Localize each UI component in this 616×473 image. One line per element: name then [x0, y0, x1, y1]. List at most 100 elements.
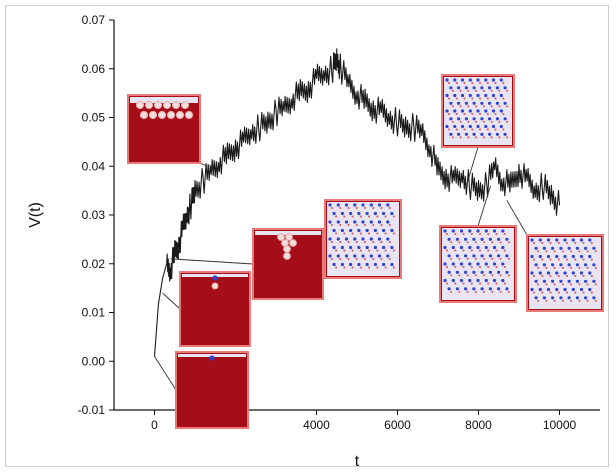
inset-particle	[565, 291, 569, 294]
inset-particle	[457, 117, 461, 121]
inset-particle	[551, 263, 555, 267]
inset-particle	[445, 265, 449, 269]
inset-particle	[451, 136, 454, 139]
inset-particle	[491, 274, 494, 277]
inset-particle	[555, 254, 559, 259]
inset-particle	[454, 232, 457, 236]
inset-particle	[343, 215, 346, 218]
inset-particle	[453, 109, 457, 113]
inset-particle	[472, 101, 476, 105]
inset-particle	[491, 78, 496, 82]
inset-particle	[590, 258, 593, 261]
inset-particle	[347, 223, 350, 227]
inset-particle	[328, 203, 332, 207]
inset-particle	[445, 282, 449, 285]
inset-particle	[470, 249, 473, 252]
inset-particle	[507, 290, 510, 293]
connector-line	[154, 356, 177, 391]
inset-particle	[491, 290, 494, 293]
inset-particle	[482, 136, 485, 139]
inset-particle	[480, 132, 484, 136]
inset-particle	[486, 128, 489, 131]
inset-particle	[499, 290, 502, 293]
inset-particle	[480, 101, 484, 105]
inset-particle	[474, 241, 477, 244]
inset-particle	[384, 232, 387, 235]
inset-particle	[537, 283, 540, 286]
inset-particle	[497, 270, 501, 274]
inset-particle	[541, 258, 544, 261]
inset-particle	[586, 299, 589, 302]
inset-particle	[484, 278, 488, 283]
inset-particle	[594, 283, 598, 286]
snapshot-insets	[127, 74, 604, 429]
inset-particle	[447, 112, 451, 116]
inset-particle	[484, 229, 488, 233]
inset-particle	[563, 271, 567, 275]
inset-particle	[498, 89, 501, 92]
inset-particle	[445, 109, 449, 113]
inset-particle	[443, 262, 447, 266]
inset-particle	[462, 282, 465, 285]
y-tick-label: 0.06	[82, 62, 106, 76]
inset-particle	[445, 93, 449, 98]
inset-particle	[478, 249, 482, 252]
inset-particle	[472, 287, 476, 291]
inset-particle	[363, 240, 367, 244]
inset-particle	[330, 223, 334, 227]
inset-particle	[463, 112, 466, 116]
inset-particle	[361, 237, 365, 241]
inset-particle	[472, 254, 476, 258]
inset-particle	[476, 124, 480, 129]
inset-particle	[386, 220, 390, 224]
inset-particle	[392, 249, 395, 252]
inset-particle	[466, 290, 469, 293]
inset-particle	[532, 258, 536, 261]
inset-particle	[148, 110, 158, 120]
inset-particle	[494, 97, 497, 100]
inset-particle	[532, 291, 536, 294]
inset-particle	[339, 206, 342, 210]
inset-particle	[506, 89, 509, 92]
inset-particle	[563, 287, 567, 292]
inset-particle	[476, 262, 480, 266]
inset-particle	[467, 120, 470, 123]
inset-particle	[361, 220, 365, 224]
inset-particle	[445, 249, 449, 252]
inset-particle	[457, 132, 461, 136]
inset-particle	[534, 246, 538, 250]
inset-particle	[476, 109, 480, 113]
inset-particle	[594, 266, 598, 269]
inset-particle	[495, 101, 499, 105]
inset-particle	[162, 100, 172, 110]
inset-particle	[588, 254, 592, 259]
inset-particle	[455, 254, 459, 258]
inset-particle	[502, 112, 505, 116]
inset-particle	[475, 136, 478, 139]
inset-particle	[328, 237, 332, 241]
inset-particle	[451, 245, 455, 250]
inset-particle	[380, 223, 383, 227]
inset-particle	[551, 279, 555, 283]
inset-particle	[335, 266, 338, 269]
connector-line	[199, 162, 208, 167]
inset-particle	[369, 237, 373, 241]
inset-particle	[359, 215, 362, 218]
inset-particle	[506, 136, 509, 139]
inset-particle	[390, 245, 394, 250]
inset-particle	[488, 287, 492, 291]
inset-particle	[464, 117, 468, 121]
inset-particle	[466, 257, 469, 260]
inset-particle	[490, 120, 493, 123]
inset-particle	[450, 274, 453, 277]
inset-particle	[549, 241, 552, 245]
inset-particle	[357, 228, 361, 233]
inset-particle	[451, 105, 454, 108]
inset-particle	[483, 274, 486, 277]
inset-particle	[503, 265, 506, 269]
inset-particle	[344, 203, 349, 207]
inset-particle	[289, 239, 297, 247]
inset-particle	[565, 241, 569, 245]
inset-particle	[534, 263, 538, 267]
inset-particle	[567, 263, 571, 267]
